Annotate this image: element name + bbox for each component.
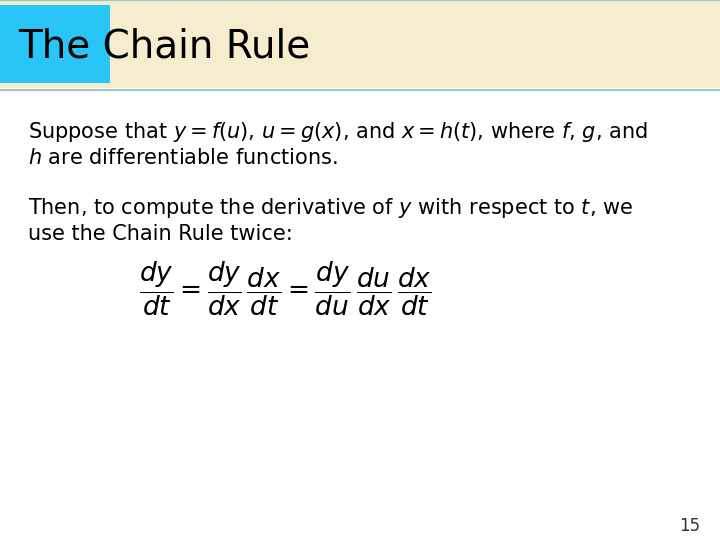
FancyBboxPatch shape (0, 5, 110, 83)
Text: $\dfrac{dy}{dt} = \dfrac{dy}{dx}\,\dfrac{dx}{dt} = \dfrac{dy}{du}\,\dfrac{du}{dx: $\dfrac{dy}{dt} = \dfrac{dy}{dx}\,\dfrac… (139, 260, 431, 318)
Text: $h$ are differentiable functions.: $h$ are differentiable functions. (28, 148, 338, 168)
FancyBboxPatch shape (0, 0, 720, 88)
Text: 15: 15 (679, 517, 700, 535)
Text: Suppose that $y = f(u)$, $u = g(x)$, and $x = h(t)$, where $f$, $g$, and: Suppose that $y = f(u)$, $u = g(x)$, and… (28, 120, 648, 144)
Text: Then, to compute the derivative of $y$ with respect to $t$, we: Then, to compute the derivative of $y$ w… (28, 196, 633, 220)
Text: The Chain Rule: The Chain Rule (18, 27, 310, 65)
Text: use the Chain Rule twice:: use the Chain Rule twice: (28, 224, 293, 244)
